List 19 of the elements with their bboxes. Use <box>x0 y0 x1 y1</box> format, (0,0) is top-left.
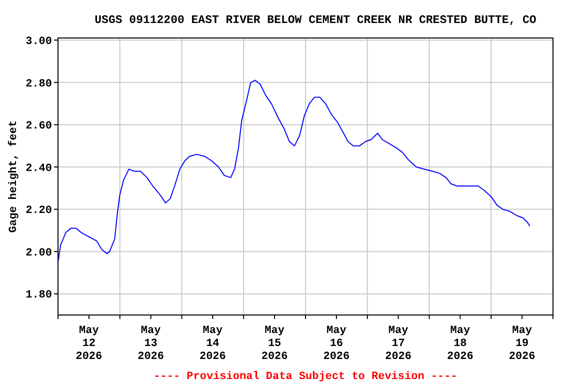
x-tick-label: May 18 2026 <box>446 325 474 363</box>
line-series <box>58 80 530 263</box>
x-tick-label: May 15 2026 <box>261 325 288 363</box>
x-tick-label: May 14 2026 <box>199 325 226 363</box>
y-tick-label: 2.00 <box>26 247 52 260</box>
y-tick-label: 3.00 <box>26 36 52 48</box>
y-tick-label: 2.80 <box>26 78 52 90</box>
x-tick-label: May 12 2026 <box>76 325 102 363</box>
x-tick-label: May 13 2026 <box>138 325 164 363</box>
x-tick-label: May 17 2026 <box>385 325 412 363</box>
x-tick-label: May 19 2026 <box>508 325 536 363</box>
y-tick-label: 2.40 <box>26 162 52 175</box>
y-axis-title: Gage height, feet <box>7 120 20 233</box>
x-tick-label: May 16 2026 <box>323 325 350 363</box>
chart-title: USGS 09112200 EAST RIVER BELOW CEMENT CREEK NR CRESTED BUTTE, CO <box>94 14 536 27</box>
text: ---- Provisional Data Subject to Revision ---- <box>154 371 458 383</box>
y-tick-label: 2.60 <box>26 120 52 133</box>
y-tick-label: 2.20 <box>26 205 52 218</box>
y-tick-label: 1.80 <box>26 290 52 302</box>
